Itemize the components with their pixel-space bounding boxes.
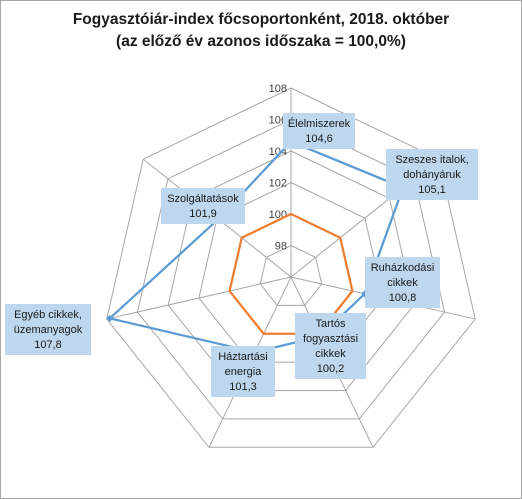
category-label: Szolgáltatások bbox=[167, 193, 239, 205]
radial-tick-label: 98 bbox=[275, 241, 287, 253]
category-label: fogyasztási bbox=[303, 333, 358, 345]
series-line bbox=[228, 212, 354, 335]
grid-ring bbox=[198, 181, 384, 363]
data-label-box bbox=[386, 149, 478, 200]
chart-subtitle: (az előző év azonos időszaka = 100,0%) bbox=[116, 33, 406, 50]
data-value-label: 104,6 bbox=[305, 133, 333, 145]
grid-spoke bbox=[106, 276, 292, 320]
data-label-box bbox=[365, 257, 440, 308]
data-point bbox=[106, 314, 114, 322]
category-label: Élelmiszerek bbox=[288, 117, 351, 130]
grid-ring bbox=[259, 244, 323, 306]
radial-tick-label: 104 bbox=[269, 146, 287, 158]
data-label-box bbox=[295, 313, 366, 379]
category-label: energia bbox=[225, 366, 263, 378]
category-label: Ruházkodási bbox=[371, 262, 435, 274]
data-label-box bbox=[5, 304, 91, 355]
data-value-label: 100,2 bbox=[317, 363, 345, 375]
category-label: dohányáruk bbox=[403, 169, 461, 181]
category-label: Szeszes italok, bbox=[395, 154, 468, 166]
chart-title: Fogyasztóiár-index főcsoportonként, 2018… bbox=[72, 11, 450, 28]
data-label-box bbox=[211, 346, 275, 397]
data-value-label: 105,1 bbox=[418, 184, 446, 196]
data-value-label: 101,9 bbox=[189, 208, 217, 220]
radial-tick-label: 108 bbox=[269, 83, 287, 95]
data-value-label: 100,8 bbox=[389, 292, 417, 304]
data-label-box bbox=[283, 113, 355, 149]
series-line bbox=[108, 140, 405, 354]
category-label: Egyéb cikkek, bbox=[14, 309, 82, 321]
data-value-label: 107,8 bbox=[34, 339, 62, 351]
data-label-box bbox=[161, 188, 245, 224]
category-label: Háztartási bbox=[218, 351, 268, 363]
category-label: cikkek bbox=[387, 277, 418, 289]
radial-tick-label: 106 bbox=[269, 115, 287, 127]
category-label: Tartós bbox=[316, 318, 346, 330]
category-label: üzemanyagok bbox=[14, 324, 83, 336]
radial-tick-label: 102 bbox=[269, 178, 287, 190]
data-value-label: 101,3 bbox=[229, 381, 257, 393]
category-label: cikkek bbox=[315, 348, 346, 360]
